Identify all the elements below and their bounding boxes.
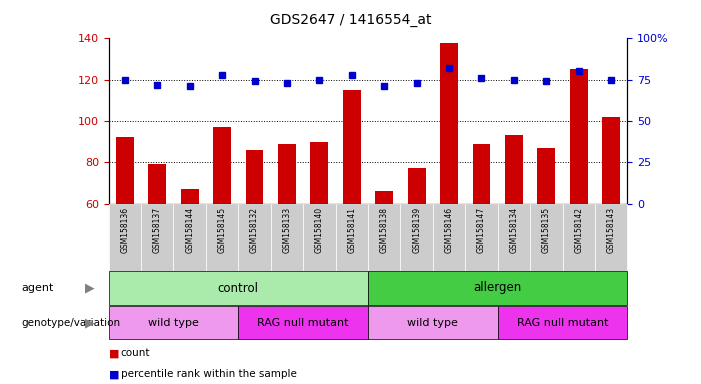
Bar (498, 204, 530, 271)
Bar (472, 144, 491, 204)
Bar (271, 204, 303, 271)
Text: control: control (218, 281, 259, 295)
Text: percentile rank within the sample: percentile rank within the sample (121, 369, 297, 379)
Bar (538, 148, 555, 204)
Text: GSM158147: GSM158147 (477, 207, 486, 253)
Text: GSM158139: GSM158139 (412, 207, 421, 253)
Bar (570, 70, 587, 204)
Bar (433, 204, 465, 271)
Text: ▶: ▶ (85, 316, 95, 329)
Bar (245, 150, 264, 204)
Text: GSM158133: GSM158133 (283, 207, 292, 253)
Text: GSM158137: GSM158137 (153, 207, 162, 253)
Bar (595, 204, 627, 271)
Bar (141, 204, 174, 271)
Text: GSM158143: GSM158143 (606, 207, 615, 253)
Text: GSM158146: GSM158146 (444, 207, 454, 253)
Bar (368, 271, 627, 305)
Bar (149, 164, 166, 204)
Bar (530, 204, 562, 271)
Bar (109, 306, 238, 339)
Text: GDS2647 / 1416554_at: GDS2647 / 1416554_at (270, 13, 431, 27)
Bar (238, 204, 271, 271)
Text: GSM158136: GSM158136 (121, 207, 130, 253)
Text: wild type: wild type (407, 318, 458, 328)
Text: wild type: wild type (148, 318, 199, 328)
Bar (336, 204, 368, 271)
Text: GSM158144: GSM158144 (185, 207, 194, 253)
Bar (181, 189, 198, 204)
Text: GSM158145: GSM158145 (217, 207, 226, 253)
Text: ■: ■ (109, 348, 119, 358)
Bar (375, 191, 393, 204)
Bar (498, 306, 627, 339)
Bar (213, 127, 231, 204)
Bar (408, 169, 426, 204)
Text: RAG null mutant: RAG null mutant (517, 318, 608, 328)
Text: GSM158134: GSM158134 (510, 207, 519, 253)
Bar (116, 137, 134, 204)
Bar (303, 204, 336, 271)
Text: GSM158135: GSM158135 (542, 207, 551, 253)
Text: count: count (121, 348, 150, 358)
Bar (368, 204, 400, 271)
Bar (505, 136, 523, 204)
Text: GSM158141: GSM158141 (347, 207, 356, 253)
Text: allergen: allergen (474, 281, 522, 295)
Text: RAG null mutant: RAG null mutant (257, 318, 349, 328)
Text: agent: agent (21, 283, 53, 293)
Bar (440, 43, 458, 204)
Bar (400, 204, 433, 271)
Bar (278, 144, 296, 204)
Bar (368, 306, 498, 339)
Bar (343, 90, 361, 204)
Bar (602, 117, 620, 204)
Text: GSM158132: GSM158132 (250, 207, 259, 253)
Bar (238, 306, 368, 339)
Bar (562, 204, 595, 271)
Bar (109, 204, 141, 271)
Text: ■: ■ (109, 369, 119, 379)
Text: GSM158140: GSM158140 (315, 207, 324, 253)
Bar (206, 204, 238, 271)
Bar (311, 142, 328, 204)
Bar (174, 204, 206, 271)
Text: GSM158142: GSM158142 (574, 207, 583, 253)
Text: genotype/variation: genotype/variation (21, 318, 120, 328)
Text: ▶: ▶ (85, 281, 95, 295)
Text: GSM158138: GSM158138 (380, 207, 389, 253)
Bar (109, 271, 368, 305)
Bar (465, 204, 498, 271)
